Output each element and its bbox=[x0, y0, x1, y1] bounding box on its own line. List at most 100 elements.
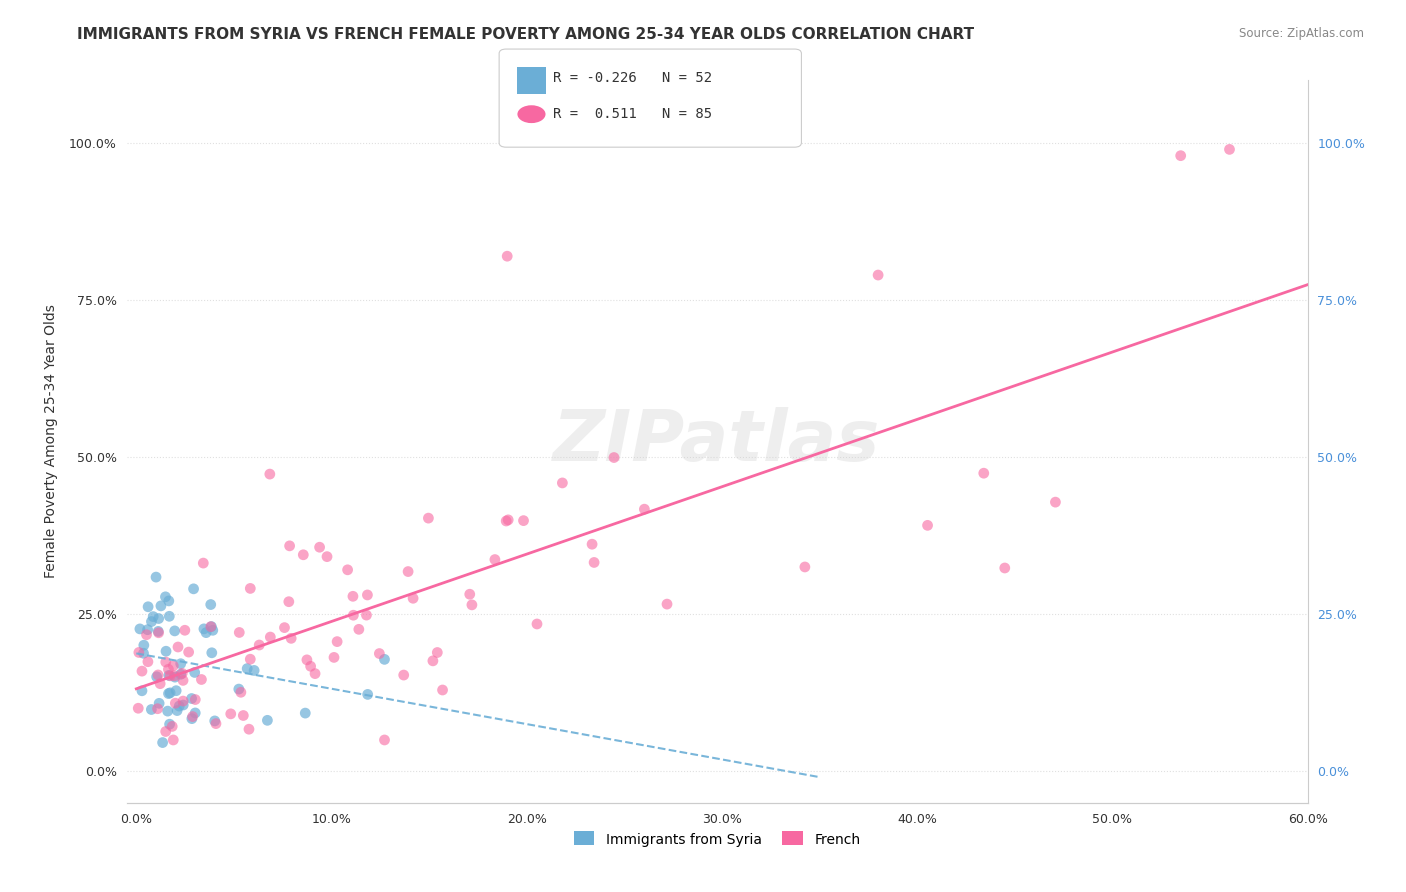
Point bbox=[347, 623, 370, 637]
Point bbox=[132, 646, 155, 660]
Point bbox=[180, 712, 202, 726]
Point bbox=[426, 646, 449, 660]
Point bbox=[294, 706, 316, 720]
Point bbox=[496, 513, 519, 527]
Point bbox=[167, 699, 190, 714]
Point bbox=[356, 588, 378, 602]
Point bbox=[135, 628, 157, 642]
Point bbox=[149, 676, 172, 690]
Point bbox=[278, 539, 301, 553]
Point bbox=[184, 706, 207, 720]
Point bbox=[157, 594, 180, 608]
Point bbox=[170, 667, 193, 681]
Point bbox=[172, 673, 194, 688]
Point bbox=[141, 702, 163, 716]
Point bbox=[172, 694, 194, 708]
Point bbox=[155, 590, 177, 604]
Point bbox=[336, 563, 359, 577]
Point bbox=[159, 669, 181, 683]
Point bbox=[136, 623, 159, 637]
Point bbox=[228, 625, 250, 640]
Point bbox=[157, 687, 180, 701]
Point bbox=[180, 691, 202, 706]
Point bbox=[173, 624, 195, 638]
Point bbox=[172, 698, 194, 712]
Point bbox=[304, 666, 326, 681]
Point bbox=[373, 733, 395, 747]
Point bbox=[190, 673, 212, 687]
Point bbox=[292, 548, 315, 562]
Point bbox=[163, 670, 186, 684]
Point bbox=[342, 608, 364, 623]
Point bbox=[526, 617, 548, 632]
Point bbox=[239, 582, 262, 596]
Point bbox=[163, 669, 186, 683]
Point bbox=[495, 514, 517, 528]
Point bbox=[368, 647, 391, 661]
Point bbox=[256, 714, 278, 728]
Point bbox=[204, 714, 226, 728]
Point bbox=[295, 653, 318, 667]
Point bbox=[160, 719, 183, 733]
Point bbox=[308, 540, 330, 554]
Point bbox=[157, 668, 180, 682]
Point bbox=[917, 518, 939, 533]
Point bbox=[496, 249, 519, 263]
Point bbox=[183, 665, 205, 680]
Point bbox=[432, 683, 454, 698]
Point bbox=[184, 692, 207, 706]
Point bbox=[342, 590, 364, 604]
Point bbox=[259, 630, 281, 644]
Point bbox=[239, 652, 262, 666]
Point bbox=[247, 638, 270, 652]
Point bbox=[243, 664, 266, 678]
Point bbox=[655, 597, 678, 611]
Point bbox=[167, 640, 190, 654]
Point bbox=[155, 644, 177, 658]
Point bbox=[157, 662, 180, 676]
Point bbox=[280, 632, 302, 646]
Point bbox=[193, 556, 215, 570]
Point bbox=[162, 658, 184, 673]
Point bbox=[323, 650, 346, 665]
Point bbox=[236, 662, 259, 676]
Point bbox=[146, 702, 169, 716]
Point bbox=[148, 611, 170, 625]
Legend: Immigrants from Syria, French: Immigrants from Syria, French bbox=[567, 826, 868, 854]
Point bbox=[973, 466, 995, 480]
Point bbox=[200, 619, 222, 633]
Point bbox=[392, 668, 415, 682]
Point bbox=[229, 685, 252, 699]
Point bbox=[152, 735, 174, 749]
Point bbox=[994, 561, 1017, 575]
Point bbox=[868, 268, 890, 282]
Point bbox=[1218, 142, 1240, 156]
Point bbox=[583, 556, 606, 570]
Point bbox=[200, 598, 222, 612]
Point bbox=[172, 666, 194, 681]
Point bbox=[200, 620, 222, 634]
Point bbox=[232, 708, 254, 723]
Point bbox=[159, 686, 181, 700]
Point bbox=[228, 682, 250, 697]
Point bbox=[551, 475, 574, 490]
Point bbox=[177, 645, 200, 659]
Point bbox=[193, 622, 215, 636]
Point bbox=[156, 704, 179, 718]
Point bbox=[219, 706, 242, 721]
Point bbox=[163, 624, 186, 638]
Point bbox=[127, 701, 149, 715]
Point bbox=[633, 502, 655, 516]
Point bbox=[793, 560, 815, 574]
Point bbox=[273, 621, 295, 635]
Point bbox=[148, 624, 170, 639]
Point bbox=[146, 668, 169, 682]
Point bbox=[238, 722, 260, 736]
Point bbox=[581, 537, 603, 551]
Point bbox=[155, 655, 177, 669]
Point bbox=[155, 724, 177, 739]
Point bbox=[128, 645, 150, 659]
Point bbox=[512, 514, 534, 528]
Point bbox=[183, 582, 205, 596]
Point bbox=[141, 615, 163, 629]
